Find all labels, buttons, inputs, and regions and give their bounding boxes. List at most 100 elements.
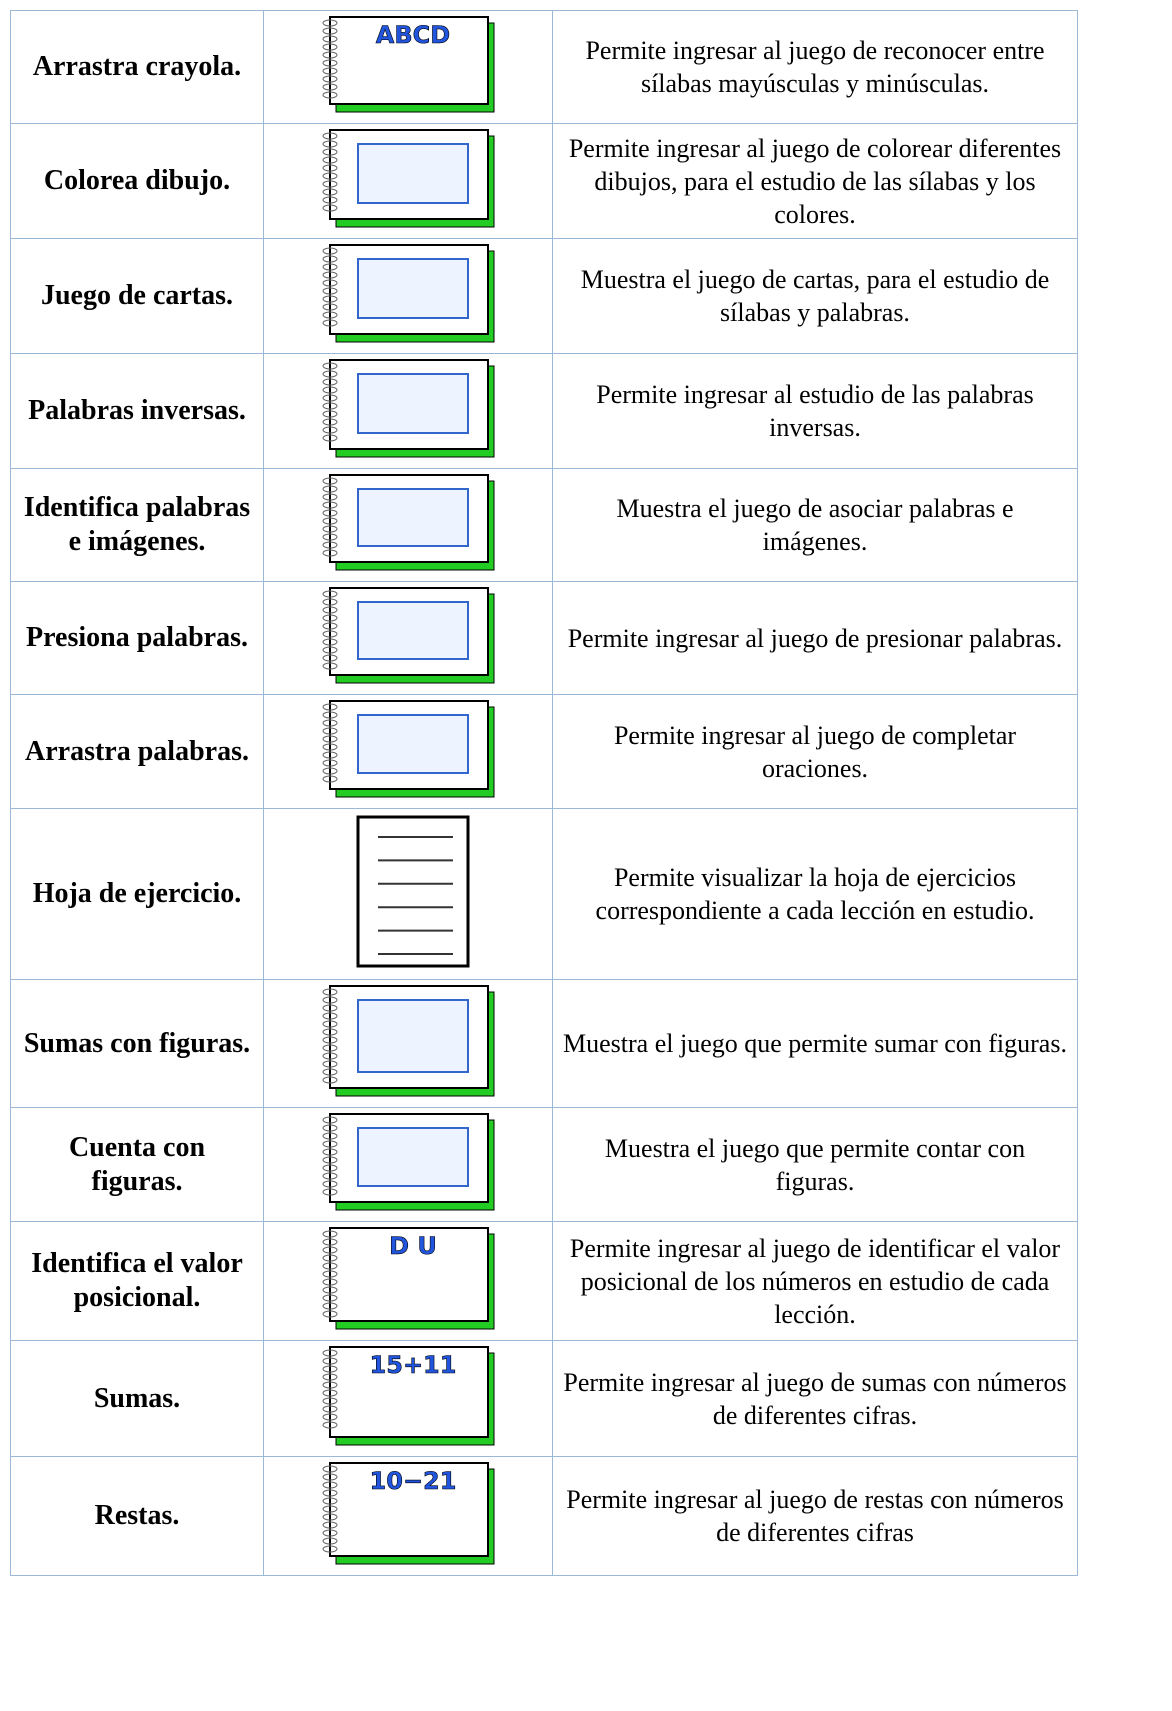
feature-name: Identifica el valor posicional. bbox=[10, 1221, 264, 1341]
feature-description: Permite ingresar al juego de colorear di… bbox=[552, 123, 1078, 239]
spiral bbox=[322, 1254, 338, 1262]
spiral bbox=[322, 1246, 338, 1254]
spiral bbox=[322, 362, 338, 370]
spiral bbox=[322, 67, 338, 75]
spiral bbox=[322, 1537, 338, 1545]
spiral bbox=[322, 1497, 338, 1505]
spiral bbox=[322, 1310, 338, 1318]
table-row: Presiona palabras. Permite ingresar al ju… bbox=[10, 581, 1078, 695]
spiral bbox=[322, 1140, 338, 1148]
spiral bbox=[322, 188, 338, 196]
spiral bbox=[322, 767, 338, 775]
feature-icon: 10−21 bbox=[322, 1462, 495, 1565]
cover bbox=[329, 16, 489, 105]
spiral bbox=[322, 1545, 338, 1553]
feature-name: Restas. bbox=[10, 1456, 264, 1576]
spiral bbox=[322, 164, 338, 172]
spiral bbox=[322, 493, 338, 501]
feature-icon bbox=[322, 359, 495, 458]
spiral bbox=[322, 1116, 338, 1124]
feature-icon bbox=[322, 244, 495, 343]
spiral bbox=[322, 303, 338, 311]
spiral bbox=[322, 43, 338, 51]
spiral bbox=[322, 517, 338, 525]
sheet bbox=[356, 815, 470, 968]
spiral bbox=[322, 1521, 338, 1529]
table-row: Palabras inversas. Permite ingresar al es… bbox=[10, 353, 1078, 469]
spiral bbox=[322, 509, 338, 517]
spiral bbox=[322, 1156, 338, 1164]
spiral bbox=[322, 1052, 338, 1060]
spiral bbox=[322, 606, 338, 614]
spiral bbox=[322, 638, 338, 646]
icon-art bbox=[357, 488, 469, 547]
spiral bbox=[322, 271, 338, 279]
feature-icon bbox=[356, 815, 470, 968]
spiral bbox=[322, 1489, 338, 1497]
spiral bbox=[322, 1365, 338, 1373]
feature-description: Muestra el juego que permite contar con … bbox=[552, 1107, 1078, 1222]
spiral bbox=[322, 759, 338, 767]
feature-description: Permite ingresar al juego de identificar… bbox=[552, 1221, 1078, 1341]
feature-description: Permite ingresar al juego de restas con … bbox=[552, 1456, 1078, 1576]
spiral bbox=[322, 378, 338, 386]
spiral bbox=[322, 1238, 338, 1246]
spiral bbox=[322, 196, 338, 204]
spiral bbox=[322, 426, 338, 434]
feature-name: Hoja de ejercicio. bbox=[10, 808, 264, 980]
spiral bbox=[322, 1413, 338, 1421]
spiral bbox=[322, 410, 338, 418]
spiral bbox=[322, 75, 338, 83]
spiral bbox=[322, 19, 338, 27]
spiral bbox=[322, 156, 338, 164]
table-row: Arrastra palabras. Permite ingresar al ju… bbox=[10, 694, 1078, 809]
icon-cell bbox=[263, 353, 553, 469]
spiral bbox=[322, 295, 338, 303]
feature-name: Juego de cartas. bbox=[10, 238, 264, 354]
feature-description: Permite ingresar al juego de completar o… bbox=[552, 694, 1078, 809]
spiral bbox=[322, 525, 338, 533]
spiral bbox=[322, 743, 338, 751]
feature-icon bbox=[322, 1113, 495, 1211]
spiral bbox=[322, 549, 338, 557]
feature-icon bbox=[322, 129, 495, 228]
spiral bbox=[322, 434, 338, 442]
spiral bbox=[322, 1302, 338, 1310]
spiral bbox=[322, 91, 338, 99]
spiral bbox=[322, 59, 338, 67]
feature-description: Permite ingresar al juego de presionar p… bbox=[552, 581, 1078, 695]
spiral bbox=[322, 1044, 338, 1052]
spiral bbox=[322, 132, 338, 140]
icon-cell bbox=[263, 808, 553, 980]
icon-art bbox=[357, 1127, 469, 1187]
spiral bbox=[322, 1381, 338, 1389]
icon-art bbox=[357, 714, 469, 774]
spiral bbox=[322, 598, 338, 606]
feature-icon bbox=[322, 474, 495, 571]
spiral bbox=[322, 485, 338, 493]
spiral bbox=[322, 1465, 338, 1473]
spiral bbox=[322, 1020, 338, 1028]
spiral bbox=[322, 1513, 338, 1521]
feature-name: Cuenta con figuras. bbox=[10, 1107, 264, 1222]
spiral bbox=[322, 1068, 338, 1076]
icon-cell bbox=[263, 468, 553, 582]
spiral bbox=[322, 1004, 338, 1012]
spiral bbox=[322, 1230, 338, 1238]
feature-table: Arrastra crayola. ABCD Permite ingresar al… bbox=[10, 10, 1078, 1576]
feature-description: Muestra el juego de asociar palabras e i… bbox=[552, 468, 1078, 582]
spiral bbox=[322, 541, 338, 549]
spiral bbox=[322, 319, 338, 327]
icon-cell: D U bbox=[263, 1221, 553, 1341]
feature-description: Permite ingresar al juego de sumas con n… bbox=[552, 1340, 1078, 1457]
icon-cell: ABCD bbox=[263, 10, 553, 124]
feature-icon: D U bbox=[322, 1227, 495, 1330]
feature-description: Permite ingresar al juego de reconocer e… bbox=[552, 10, 1078, 124]
spiral bbox=[322, 1036, 338, 1044]
spiral bbox=[322, 775, 338, 783]
feature-description: Permite visualizar la hoja de ejercicios… bbox=[552, 808, 1078, 980]
spiral bbox=[322, 1529, 338, 1537]
icon-text: ABCD bbox=[376, 21, 450, 49]
icon-cell bbox=[263, 979, 553, 1108]
table-row: Cuenta con figuras. Muestra el juego que … bbox=[10, 1107, 1078, 1222]
